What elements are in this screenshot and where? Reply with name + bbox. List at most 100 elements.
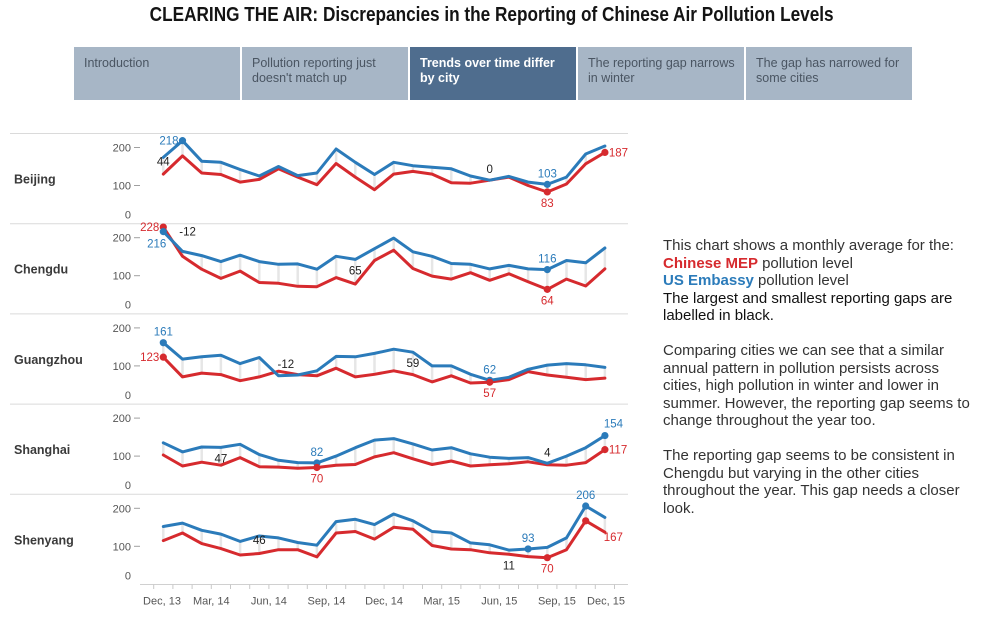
us-embassy-line (161, 139, 607, 186)
chinese-mep-value-label: 123 (140, 352, 159, 364)
tab-trends-by-city[interactable]: Trends over time differ by city (410, 47, 576, 100)
chinese-mep-point (486, 378, 494, 386)
chinese-mep-value-label: 117 (609, 445, 627, 457)
chinese-mep-value-label: 83 (541, 198, 554, 210)
tab-label: Pollution reporting just doesn't match u… (252, 56, 376, 85)
us-embassy-value-label: 154 (604, 419, 624, 431)
tab-pollution-reporting[interactable]: Pollution reporting just doesn't match u… (242, 47, 408, 100)
x-tick-label: Dec, 13 (143, 596, 181, 608)
us-embassy-point (543, 180, 551, 188)
gap-label: 59 (407, 358, 420, 370)
us-embassy-line (161, 504, 607, 552)
chinese-mep-point (313, 463, 321, 472)
gap-label: 44 (157, 156, 170, 168)
tab-label: Introduction (84, 56, 150, 70)
legend-mep-label: Chinese MEP (663, 254, 759, 272)
chinese-mep-value-label: 187 (609, 147, 628, 159)
city-label: Shanghai (14, 443, 70, 457)
y-tick-label: 100 (113, 361, 131, 373)
y-tick-label: 200 (113, 143, 131, 155)
city-label: Guangzhou (14, 353, 83, 367)
gap-label: 46 (253, 535, 266, 547)
legend-mep: Chinese MEP pollution level (663, 255, 977, 273)
y-tick-label: 200 (113, 503, 131, 515)
chart-description: This chart shows a monthly average for t… (663, 237, 977, 517)
legend-us: US Embassy pollution level (663, 272, 977, 290)
x-tick-label: Sep, 14 (308, 596, 346, 608)
x-tick-label: Sep, 15 (538, 596, 576, 608)
tab-label: Trends over time differ by city (420, 56, 555, 85)
city-label: Chengdu (14, 263, 68, 277)
us-embassy-value-label: 82 (311, 447, 324, 459)
chinese-mep-point (543, 554, 551, 562)
y-tick-label: 200 (113, 413, 131, 425)
chinese-mep-line (161, 225, 607, 291)
gap-note: The largest and smallest reporting gaps … (663, 289, 953, 325)
small-multiples-line-chart: Beijing 0 100 200 218 44 0 103 83 187 Chengdu 0 100 2… (10, 133, 628, 608)
tab-gap-narrows-winter[interactable]: The reporting gap narrows in winter (578, 47, 744, 100)
us-embassy-line (161, 341, 607, 382)
us-embassy-point (159, 339, 167, 347)
y-tick-label: 200 (113, 323, 131, 335)
y-tick-label: 0 (125, 570, 131, 582)
chinese-mep-line (161, 150, 607, 194)
us-embassy-line (161, 434, 607, 465)
us-embassy-point (543, 266, 551, 274)
spacer (663, 325, 977, 343)
legend-mep-suffix: pollution level (762, 254, 853, 272)
chinese-mep-line (161, 519, 607, 560)
chinese-mep-value-label: 167 (604, 532, 623, 544)
us-embassy-point (582, 502, 590, 510)
us-embassy-value-label: 93 (522, 533, 535, 545)
y-tick-label: 100 (113, 451, 131, 463)
chinese-mep-value-label: 70 (541, 564, 554, 576)
y-tick-label: 0 (125, 300, 131, 312)
tab-gap-narrowed-cities[interactable]: The gap has narrowed for some cities (746, 47, 912, 100)
us-embassy-point (178, 137, 187, 145)
us-embassy-point (524, 545, 532, 553)
x-tick-label: Jun, 14 (251, 596, 287, 608)
gap-label: -12 (179, 227, 196, 239)
gap-label: 4 (544, 447, 551, 459)
intro-text: This chart shows a monthly average for t… (663, 237, 954, 254)
us-embassy-value-label: 206 (576, 490, 595, 502)
x-tick-label: Mar, 15 (423, 596, 460, 608)
tab-introduction[interactable]: Introduction (74, 47, 240, 100)
chinese-mep-value-label: 70 (311, 474, 324, 486)
x-tick-label: Mar, 14 (193, 596, 230, 608)
gap-label: 47 (215, 453, 228, 465)
gap-label: 11 (503, 560, 515, 572)
chinese-mep-point (582, 517, 590, 525)
chinese-mep-value-label: 57 (483, 388, 496, 400)
gap-label: 0 (486, 164, 492, 176)
paragraph-conclusion: The reporting gap seems to be consistent… (663, 447, 960, 517)
chinese-mep-point (601, 148, 609, 157)
chinese-mep-point (543, 285, 551, 293)
y-tick-label: 0 (125, 480, 131, 492)
paragraph-comparison: Comparing cities we can see that a simil… (663, 342, 970, 429)
chinese-mep-value-label: 64 (541, 295, 554, 307)
chinese-mep-line (161, 355, 607, 385)
chinese-mep-value-label: 228 (140, 222, 159, 234)
us-embassy-point (601, 431, 609, 440)
y-tick-label: 200 (113, 233, 131, 245)
y-tick-label: 100 (113, 541, 131, 553)
x-tick-label: Dec, 15 (587, 596, 625, 608)
tab-label: The reporting gap narrows in winter (588, 56, 735, 85)
y-tick-label: 100 (113, 181, 131, 193)
x-tick-label: Dec, 14 (365, 596, 403, 608)
chinese-mep-point (543, 188, 551, 196)
legend-us-label: US Embassy (663, 272, 754, 289)
us-embassy-value-label: 218 (159, 136, 178, 148)
y-tick-label: 0 (125, 390, 131, 402)
tab-label: The gap has narrowed for some cities (756, 56, 900, 85)
us-embassy-value-label: 103 (538, 168, 557, 180)
gap-label: -12 (278, 359, 295, 371)
chinese-mep-line (161, 448, 607, 470)
us-embassy-point (159, 228, 167, 236)
gap-label: 65 (349, 265, 362, 277)
legend-us-suffix: pollution level (757, 272, 849, 289)
us-embassy-value-label: 216 (147, 239, 166, 251)
us-embassy-line (161, 230, 607, 272)
